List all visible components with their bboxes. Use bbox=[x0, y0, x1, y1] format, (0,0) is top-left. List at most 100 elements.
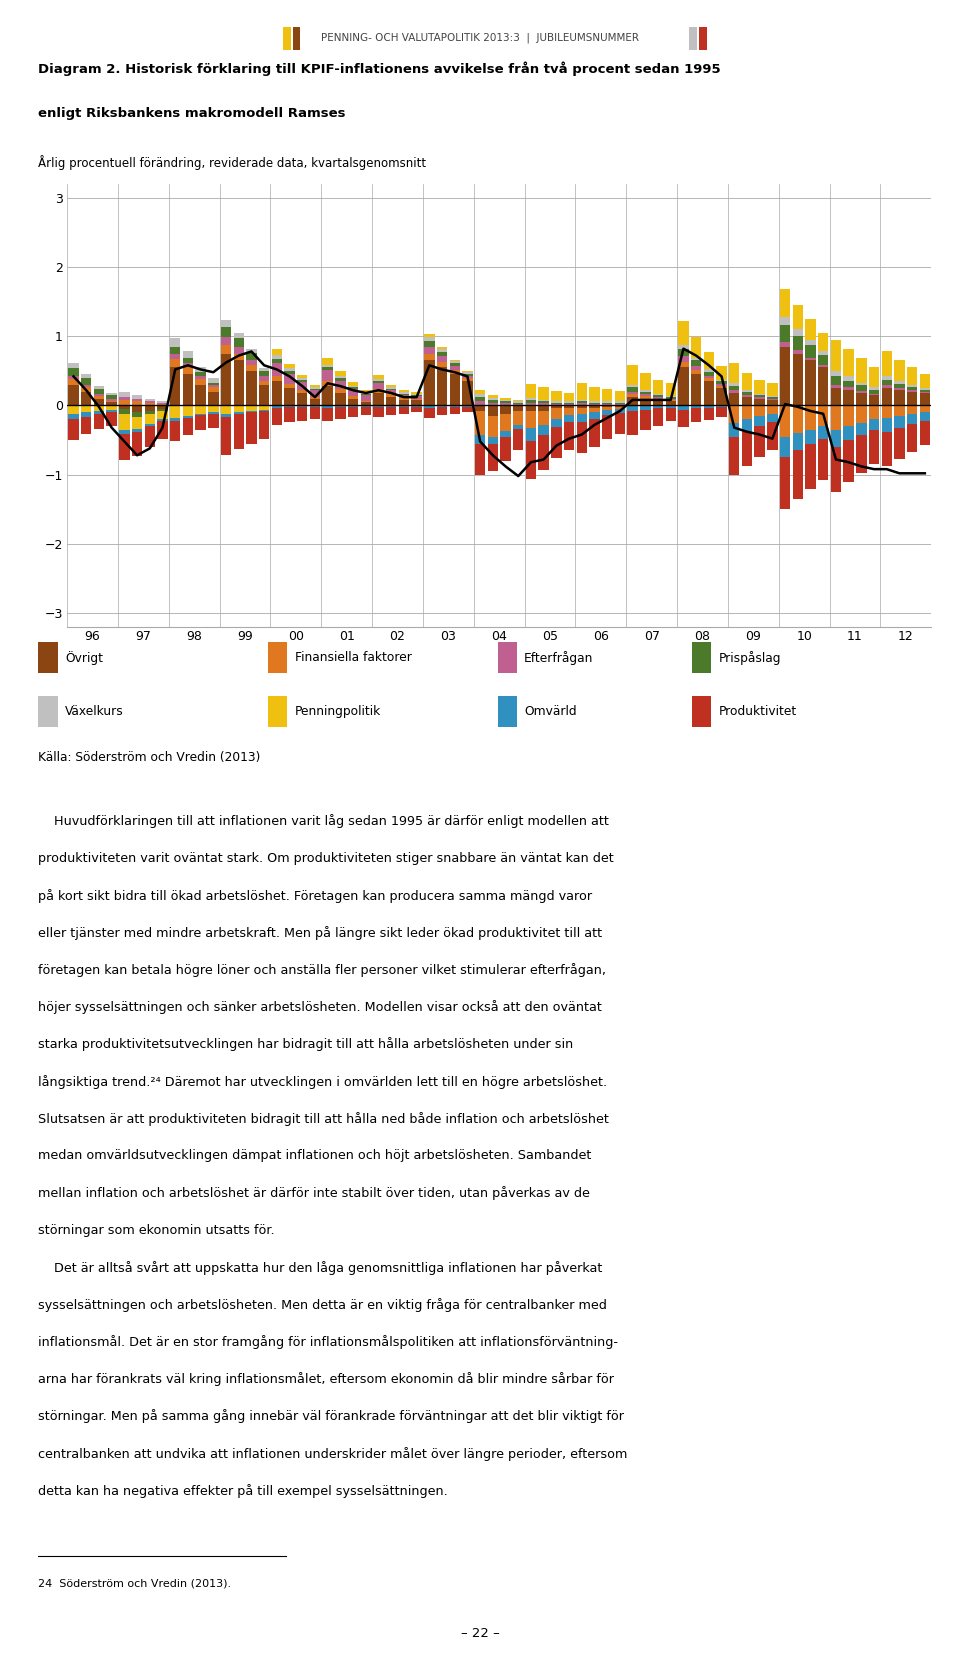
Bar bbox=[830, 371, 841, 376]
Bar bbox=[449, 406, 460, 413]
Bar bbox=[628, 364, 637, 385]
Bar bbox=[869, 395, 879, 406]
Bar bbox=[310, 390, 321, 398]
Bar bbox=[830, 339, 841, 371]
Bar bbox=[182, 418, 193, 435]
Bar bbox=[716, 388, 727, 406]
Bar bbox=[729, 363, 739, 383]
Bar bbox=[716, 386, 727, 388]
Text: enligt Riksbankens makromodell Ramses: enligt Riksbankens makromodell Ramses bbox=[38, 107, 346, 120]
Bar bbox=[497, 696, 517, 727]
Bar bbox=[119, 406, 130, 410]
Bar bbox=[182, 368, 193, 375]
Bar bbox=[462, 378, 472, 381]
Bar bbox=[640, 391, 651, 395]
FancyBboxPatch shape bbox=[283, 27, 291, 50]
Bar bbox=[272, 381, 282, 406]
Bar bbox=[564, 421, 574, 450]
Bar bbox=[132, 413, 142, 416]
Bar bbox=[805, 443, 816, 488]
Bar bbox=[589, 406, 600, 408]
Bar bbox=[182, 363, 193, 368]
Bar bbox=[678, 361, 688, 368]
Bar bbox=[284, 406, 295, 421]
Bar bbox=[221, 416, 231, 455]
Bar bbox=[513, 411, 523, 425]
Bar bbox=[386, 398, 396, 406]
Bar bbox=[704, 378, 714, 381]
Bar bbox=[412, 400, 421, 406]
Bar bbox=[297, 381, 307, 390]
Bar bbox=[551, 408, 562, 418]
Bar bbox=[614, 410, 625, 413]
Bar bbox=[500, 431, 511, 436]
Bar bbox=[907, 390, 918, 391]
Bar bbox=[132, 406, 142, 413]
Bar bbox=[424, 338, 435, 341]
Bar bbox=[704, 353, 714, 370]
Text: PENNING- OCH VALUTAPOLITIK 2013:3  |  JUBILEUMSNUMMER: PENNING- OCH VALUTAPOLITIK 2013:3 | JUBI… bbox=[321, 32, 639, 43]
Bar bbox=[564, 393, 574, 401]
Bar bbox=[539, 411, 549, 425]
Bar bbox=[475, 398, 486, 401]
Bar bbox=[716, 366, 727, 380]
Bar bbox=[68, 406, 79, 413]
Bar bbox=[157, 411, 168, 420]
Bar bbox=[678, 356, 688, 361]
Text: Växelkurs: Växelkurs bbox=[65, 706, 124, 719]
Bar bbox=[742, 420, 753, 431]
Bar bbox=[881, 380, 892, 385]
Bar bbox=[805, 430, 816, 443]
Bar bbox=[665, 401, 676, 406]
Bar bbox=[920, 406, 930, 413]
Bar bbox=[94, 398, 105, 406]
Bar bbox=[513, 430, 523, 450]
Text: Det är alltså svårt att uppskatta hur den låga genomsnittliga inflationen har på: Det är alltså svårt att uppskatta hur de… bbox=[38, 1261, 603, 1274]
Bar bbox=[259, 406, 270, 410]
Text: inflationsmål. Det är en stor framgång för inflationsmålspolitiken att inflation: inflationsmål. Det är en stor framgång f… bbox=[38, 1334, 618, 1349]
Bar bbox=[729, 436, 739, 475]
Bar bbox=[818, 368, 828, 406]
Bar bbox=[68, 376, 79, 380]
Bar bbox=[424, 334, 435, 338]
Bar bbox=[107, 410, 117, 411]
Bar bbox=[793, 304, 803, 329]
Bar bbox=[704, 371, 714, 376]
Bar bbox=[182, 351, 193, 358]
Bar bbox=[68, 368, 79, 376]
Text: Produktivitet: Produktivitet bbox=[718, 706, 797, 719]
Bar bbox=[475, 435, 486, 443]
Bar bbox=[272, 354, 282, 359]
Bar bbox=[361, 395, 371, 401]
Bar bbox=[640, 396, 651, 398]
Bar bbox=[628, 395, 637, 398]
Bar bbox=[589, 388, 600, 401]
Bar bbox=[233, 338, 244, 346]
Bar bbox=[729, 386, 739, 390]
Bar bbox=[830, 406, 841, 430]
Bar bbox=[780, 406, 790, 436]
Bar bbox=[640, 406, 651, 410]
Bar bbox=[551, 426, 562, 458]
Bar bbox=[640, 373, 651, 390]
Bar bbox=[94, 413, 105, 430]
FancyBboxPatch shape bbox=[699, 27, 707, 50]
Bar bbox=[577, 383, 587, 400]
Bar bbox=[665, 406, 676, 408]
Bar bbox=[297, 378, 307, 380]
Bar bbox=[881, 376, 892, 380]
Bar bbox=[335, 390, 346, 393]
Bar bbox=[539, 425, 549, 435]
Bar bbox=[132, 400, 142, 401]
Bar bbox=[589, 413, 600, 420]
Bar bbox=[805, 406, 816, 430]
Bar bbox=[614, 413, 625, 433]
Bar bbox=[869, 366, 879, 388]
Bar bbox=[742, 373, 753, 390]
Bar bbox=[691, 361, 702, 366]
Bar bbox=[488, 398, 498, 400]
Bar bbox=[844, 426, 853, 440]
Bar bbox=[424, 341, 435, 346]
Bar bbox=[208, 378, 219, 383]
Bar bbox=[449, 363, 460, 366]
